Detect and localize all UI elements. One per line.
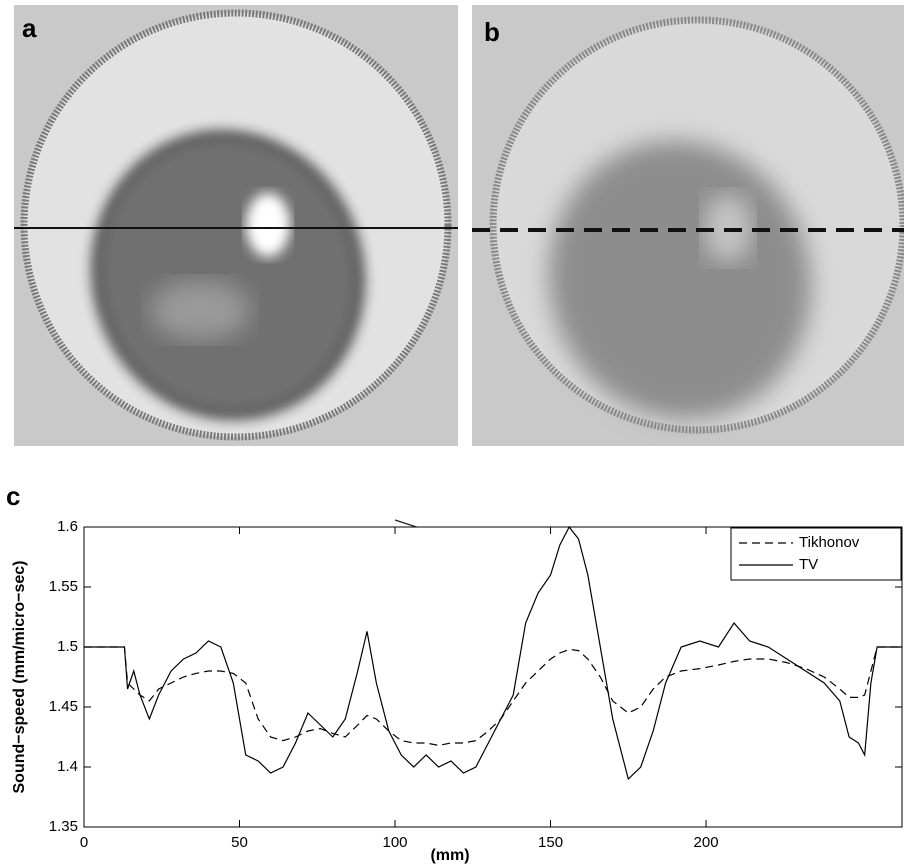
y-tick-label: 1.55 — [49, 578, 78, 595]
y-tick-label: 1.6 — [57, 518, 78, 535]
image-a — [14, 5, 458, 446]
panel-label: a — [22, 13, 37, 43]
y-tick-label: 1.45 — [49, 698, 78, 715]
x-axis-label: (mm) — [430, 847, 469, 864]
legend-box — [730, 527, 902, 581]
panel-label: c — [6, 481, 20, 511]
x-tick-label: 50 — [231, 834, 248, 851]
y-tick-label: 1.5 — [57, 638, 78, 655]
y-tick-label: 1.35 — [49, 818, 78, 835]
series-line — [84, 525, 902, 781]
legend-label: TV — [799, 556, 818, 573]
x-tick-label: 100 — [383, 834, 408, 851]
x-tick-label: 200 — [694, 834, 719, 851]
image-b — [472, 5, 904, 446]
y-tick-label: 1.4 — [57, 758, 78, 775]
panel-label: b — [484, 17, 500, 47]
y-axis-label: Sound−speed (mm/micro−sec) — [11, 561, 28, 794]
x-tick-label: 0 — [80, 834, 88, 851]
x-tick-label: 150 — [538, 834, 563, 851]
legend-label: Tikhonov — [799, 534, 860, 551]
